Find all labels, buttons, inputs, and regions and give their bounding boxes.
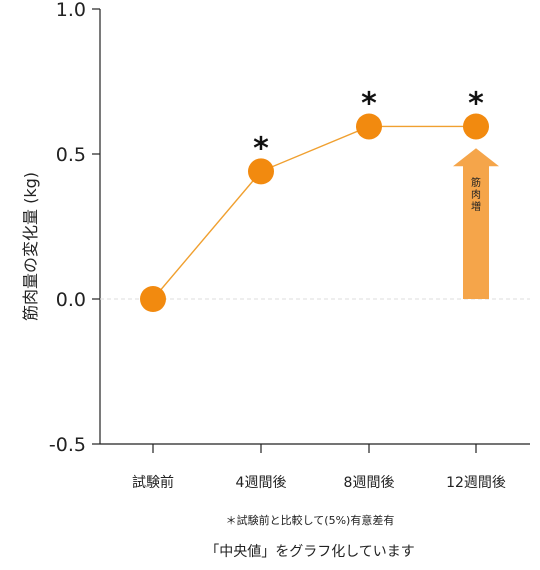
x-tick-label: 試験前 (132, 474, 174, 491)
caption: 「中央値」をグラフ化しています (205, 544, 415, 560)
data-point (356, 113, 382, 140)
x-ticks: 試験前 4週間後 8週間後 12週間後 (132, 444, 506, 491)
y-tick-label: -0.5 (49, 434, 86, 456)
data-point (248, 158, 274, 185)
x-tick-label: 4週間後 (236, 475, 287, 491)
y-tick-label: 0.5 (56, 144, 86, 166)
series-line (152, 125, 476, 300)
muscle-increase-arrow: 筋肉増 (453, 148, 499, 299)
y-tick-label: 1.0 (56, 0, 86, 21)
x-tick-label: 8週間後 (344, 475, 395, 491)
significance-star: * (468, 86, 484, 121)
data-point (140, 286, 166, 312)
arrow-label: 筋肉増 (471, 176, 481, 213)
significance-markers: * * * (253, 86, 484, 166)
y-tick-label: 0.0 (56, 289, 86, 311)
footnote: ＊試験前と比較して(5%)有意差有 (226, 513, 395, 527)
data-point (463, 113, 489, 140)
y-axis-label: 筋肉量の変化量 (kg) (21, 172, 40, 321)
data-points (140, 113, 489, 312)
significance-star: * (361, 86, 377, 121)
y-ticks: 1.0 0.5 0.0 -0.5 (49, 0, 100, 456)
significance-star: * (253, 131, 269, 166)
x-tick-label: 12週間後 (446, 475, 506, 491)
arrow-shape (453, 148, 499, 299)
